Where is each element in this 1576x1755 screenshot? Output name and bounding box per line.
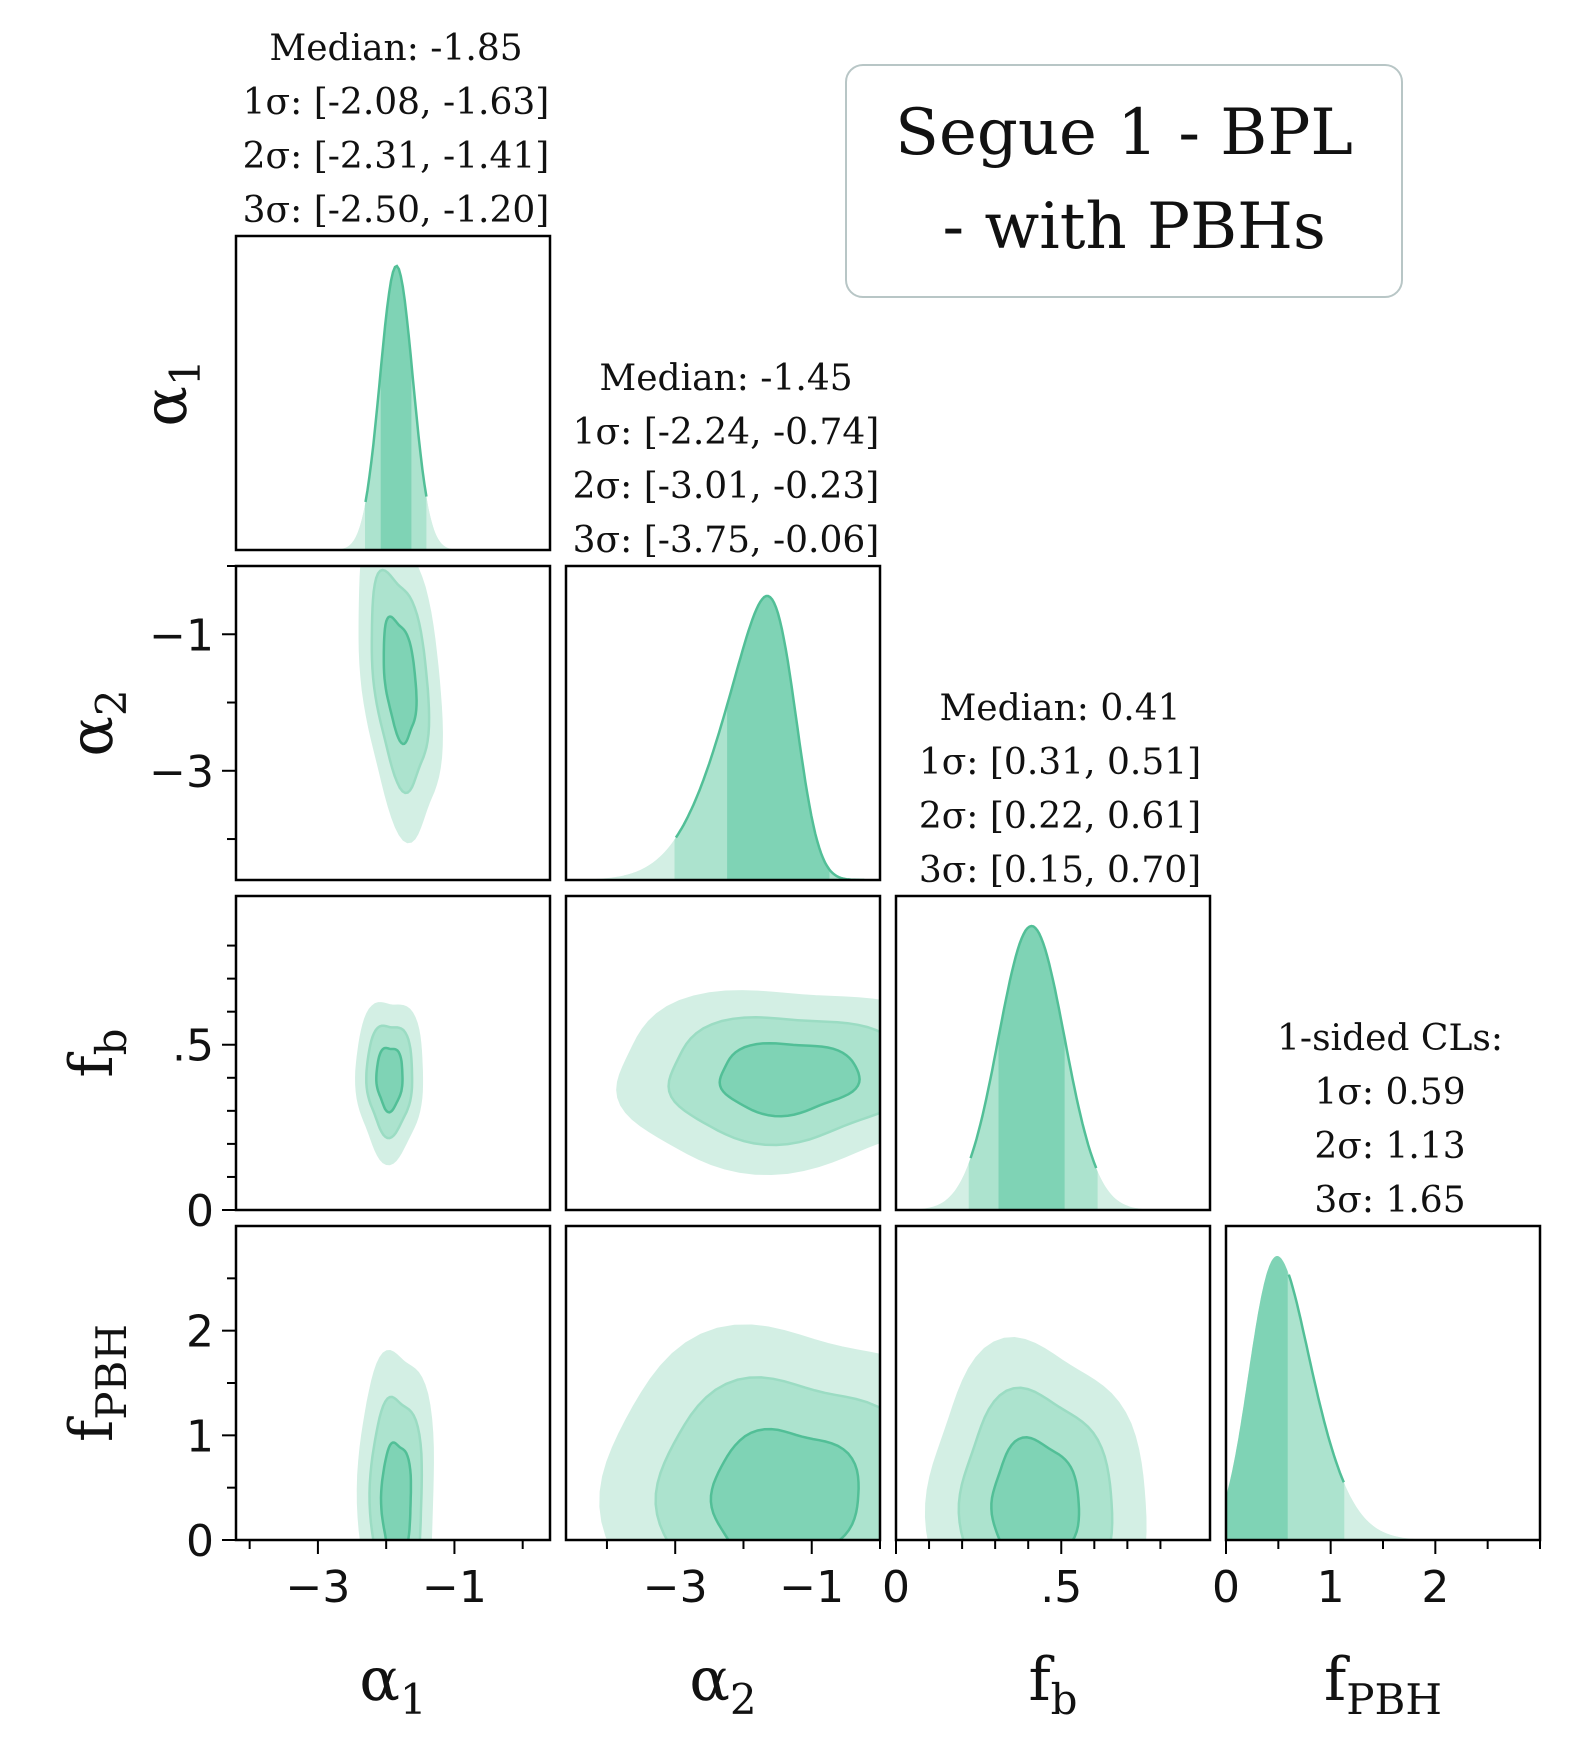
x-axis-label-main: α xyxy=(359,1645,400,1715)
density-band-s1-fb xyxy=(998,926,1065,1210)
y-axis-label-main: f xyxy=(57,1416,127,1442)
stats-alpha2-line: 2σ: [-3.01, -0.23] xyxy=(572,466,880,507)
stats-fb-line: 1σ: [0.31, 0.51] xyxy=(918,742,1202,783)
y-axis-label-a2: α2 xyxy=(57,689,136,756)
stats-fpbh: 1-sided CLs: 1σ: 0.59 2σ: 1.13 3σ: 1.65 xyxy=(1220,1012,1560,1228)
contour-1sigma-a1-a2 xyxy=(382,615,418,746)
stats-alpha1-line: 2σ: [-2.31, -1.41] xyxy=(242,136,550,177)
x-axis-label-main: α xyxy=(689,1645,730,1715)
density-line-fb xyxy=(969,924,1098,1169)
y-axis-label-main: α xyxy=(57,716,127,757)
x-tick-label-fpbh: 1 xyxy=(1317,1562,1345,1613)
y-axis-label-main: α xyxy=(131,386,201,427)
panel-frame-fb-fpbh xyxy=(894,1224,1212,1542)
pair-group-a1-fpbh xyxy=(356,1350,434,1540)
title-line: Segue 1 - BPL xyxy=(895,96,1353,170)
stats-fpbh-line: 1σ: 0.59 xyxy=(1314,1072,1466,1113)
stats-fpbh-line: 3σ: 1.65 xyxy=(1314,1180,1466,1221)
pair-group-a1-a2 xyxy=(358,566,443,844)
contour-1sigma-a1-fb xyxy=(375,1046,404,1114)
pair-group-a2-fb xyxy=(616,990,880,1176)
stats-alpha2-line: 3σ: [-3.75, -0.06] xyxy=(572,520,880,561)
contour-1sigma-fb-fpbh xyxy=(990,1436,1081,1540)
stats-fb-line: 3σ: [0.15, 0.70] xyxy=(918,850,1202,891)
density-line-a1 xyxy=(364,264,428,503)
density-band-s1-a2 xyxy=(727,595,830,880)
y-tick-label-fpbh: 1 xyxy=(186,1411,214,1462)
pair-group-a1-fb xyxy=(355,1002,424,1166)
pair-group-fb-fpbh xyxy=(924,1337,1147,1540)
x-tick-label-a1: −3 xyxy=(285,1562,350,1613)
density-line-fpbh xyxy=(1287,1274,1345,1483)
panel-frame-a2-a2 xyxy=(564,564,882,882)
panel-frame-a1-a1 xyxy=(234,234,552,552)
y-tick-label-a2: −1 xyxy=(149,610,214,661)
stats-alpha2-line: 1σ: [-2.24, -0.74] xyxy=(572,412,880,453)
x-tick-label-a2: −3 xyxy=(643,1562,708,1613)
diag-group-a1 xyxy=(236,264,550,550)
x-tick-label-fpbh: 0 xyxy=(1212,1562,1240,1613)
y-tick-label-fpbh: 2 xyxy=(186,1307,214,1358)
panel-frame-a1-fb xyxy=(234,894,552,1212)
x-axis-label-main: f xyxy=(1324,1645,1350,1715)
y-axis-label-fpbh: fPBH xyxy=(57,1324,136,1442)
diag-group-fpbh xyxy=(1226,1256,1540,1540)
pair-group-a2-fpbh xyxy=(599,1324,880,1540)
contour-1sigma-a2-fpbh xyxy=(709,1427,860,1540)
contour-1sigma-a1-fpbh xyxy=(379,1441,413,1540)
x-axis-label-a2: α2 xyxy=(689,1645,756,1724)
y-tick-label-fb: 0 xyxy=(186,1186,214,1237)
x-tick-label-fpbh: 2 xyxy=(1421,1562,1449,1613)
density-band-s1-fpbh xyxy=(1226,1256,1288,1540)
stats-alpha2-line: Median: -1.45 xyxy=(599,358,853,399)
x-tick-label-fb: .5 xyxy=(1040,1562,1082,1613)
y-tick-label-a2: −3 xyxy=(149,747,214,798)
x-axis-label-sub: 2 xyxy=(730,1675,757,1724)
stats-fb: Median: 0.41 1σ: [0.31, 0.51] 2σ: [0.22,… xyxy=(890,682,1230,898)
x-axis-label-fb: fb xyxy=(1028,1645,1077,1724)
stats-alpha1: Median: -1.85 1σ: [-2.08, -1.63] 2σ: [-2… xyxy=(226,22,566,238)
density-band-s2-fpbh xyxy=(1287,1271,1345,1540)
x-axis-label-fpbh: fPBH xyxy=(1324,1645,1442,1724)
y-tick-label-fpbh: 0 xyxy=(186,1516,214,1567)
density-line-a2 xyxy=(674,594,865,880)
x-axis-label-main: f xyxy=(1028,1645,1054,1715)
diag-group-fb xyxy=(896,924,1210,1210)
x-tick-label-fb: 0 xyxy=(882,1562,910,1613)
contour-1sigma-a2-fb xyxy=(718,1041,861,1118)
stats-alpha1-line: 1σ: [-2.08, -1.63] xyxy=(242,82,550,123)
x-axis-label-sub: PBH xyxy=(1346,1675,1442,1724)
panel-frame-a1-a2 xyxy=(234,564,552,882)
title-line: - with PBHs xyxy=(922,190,1326,264)
x-axis-label-a1: α1 xyxy=(359,1645,426,1724)
title-legend-box: Segue 1 - BPL - with PBHs xyxy=(845,64,1403,298)
x-tick-label-a1: −1 xyxy=(422,1562,487,1613)
diag-group-a2 xyxy=(566,594,880,880)
stats-fpbh-line: 2σ: 1.13 xyxy=(1314,1126,1466,1167)
panel-frame-a2-fb xyxy=(564,894,882,1212)
y-axis-label-sub: b xyxy=(87,1028,136,1055)
y-axis-label-sub: PBH xyxy=(87,1324,136,1420)
density-band-s3-fpbh xyxy=(1344,1483,1399,1540)
x-tick-label-a2: −1 xyxy=(779,1562,844,1613)
stats-fb-line: Median: 0.41 xyxy=(939,688,1181,729)
x-axis-label-sub: 1 xyxy=(400,1675,427,1724)
y-tick-label-fb: .5 xyxy=(172,1021,214,1072)
y-axis-label-sub: 1 xyxy=(161,359,210,386)
y-axis-label-a1: α1 xyxy=(131,359,210,426)
stats-alpha1-line: 3σ: [-2.50, -1.20] xyxy=(242,190,550,231)
stats-fpbh-line: 1-sided CLs: xyxy=(1277,1018,1503,1059)
y-axis-label-sub: 2 xyxy=(87,689,136,716)
stats-fb-line: 2σ: [0.22, 0.61] xyxy=(918,796,1202,837)
y-axis-label-main: f xyxy=(57,1052,127,1078)
stats-alpha2: Median: -1.45 1σ: [-2.24, -0.74] 2σ: [-3… xyxy=(556,352,896,568)
density-band-s1-a1 xyxy=(380,265,412,550)
stats-alpha1-line: Median: -1.85 xyxy=(269,28,523,69)
panel-frame-fb-fb xyxy=(894,894,1212,1212)
x-axis-label-sub: b xyxy=(1051,1675,1078,1724)
y-axis-label-fb: fb xyxy=(57,1028,136,1077)
panel-frame-a2-fpbh xyxy=(564,1224,882,1542)
